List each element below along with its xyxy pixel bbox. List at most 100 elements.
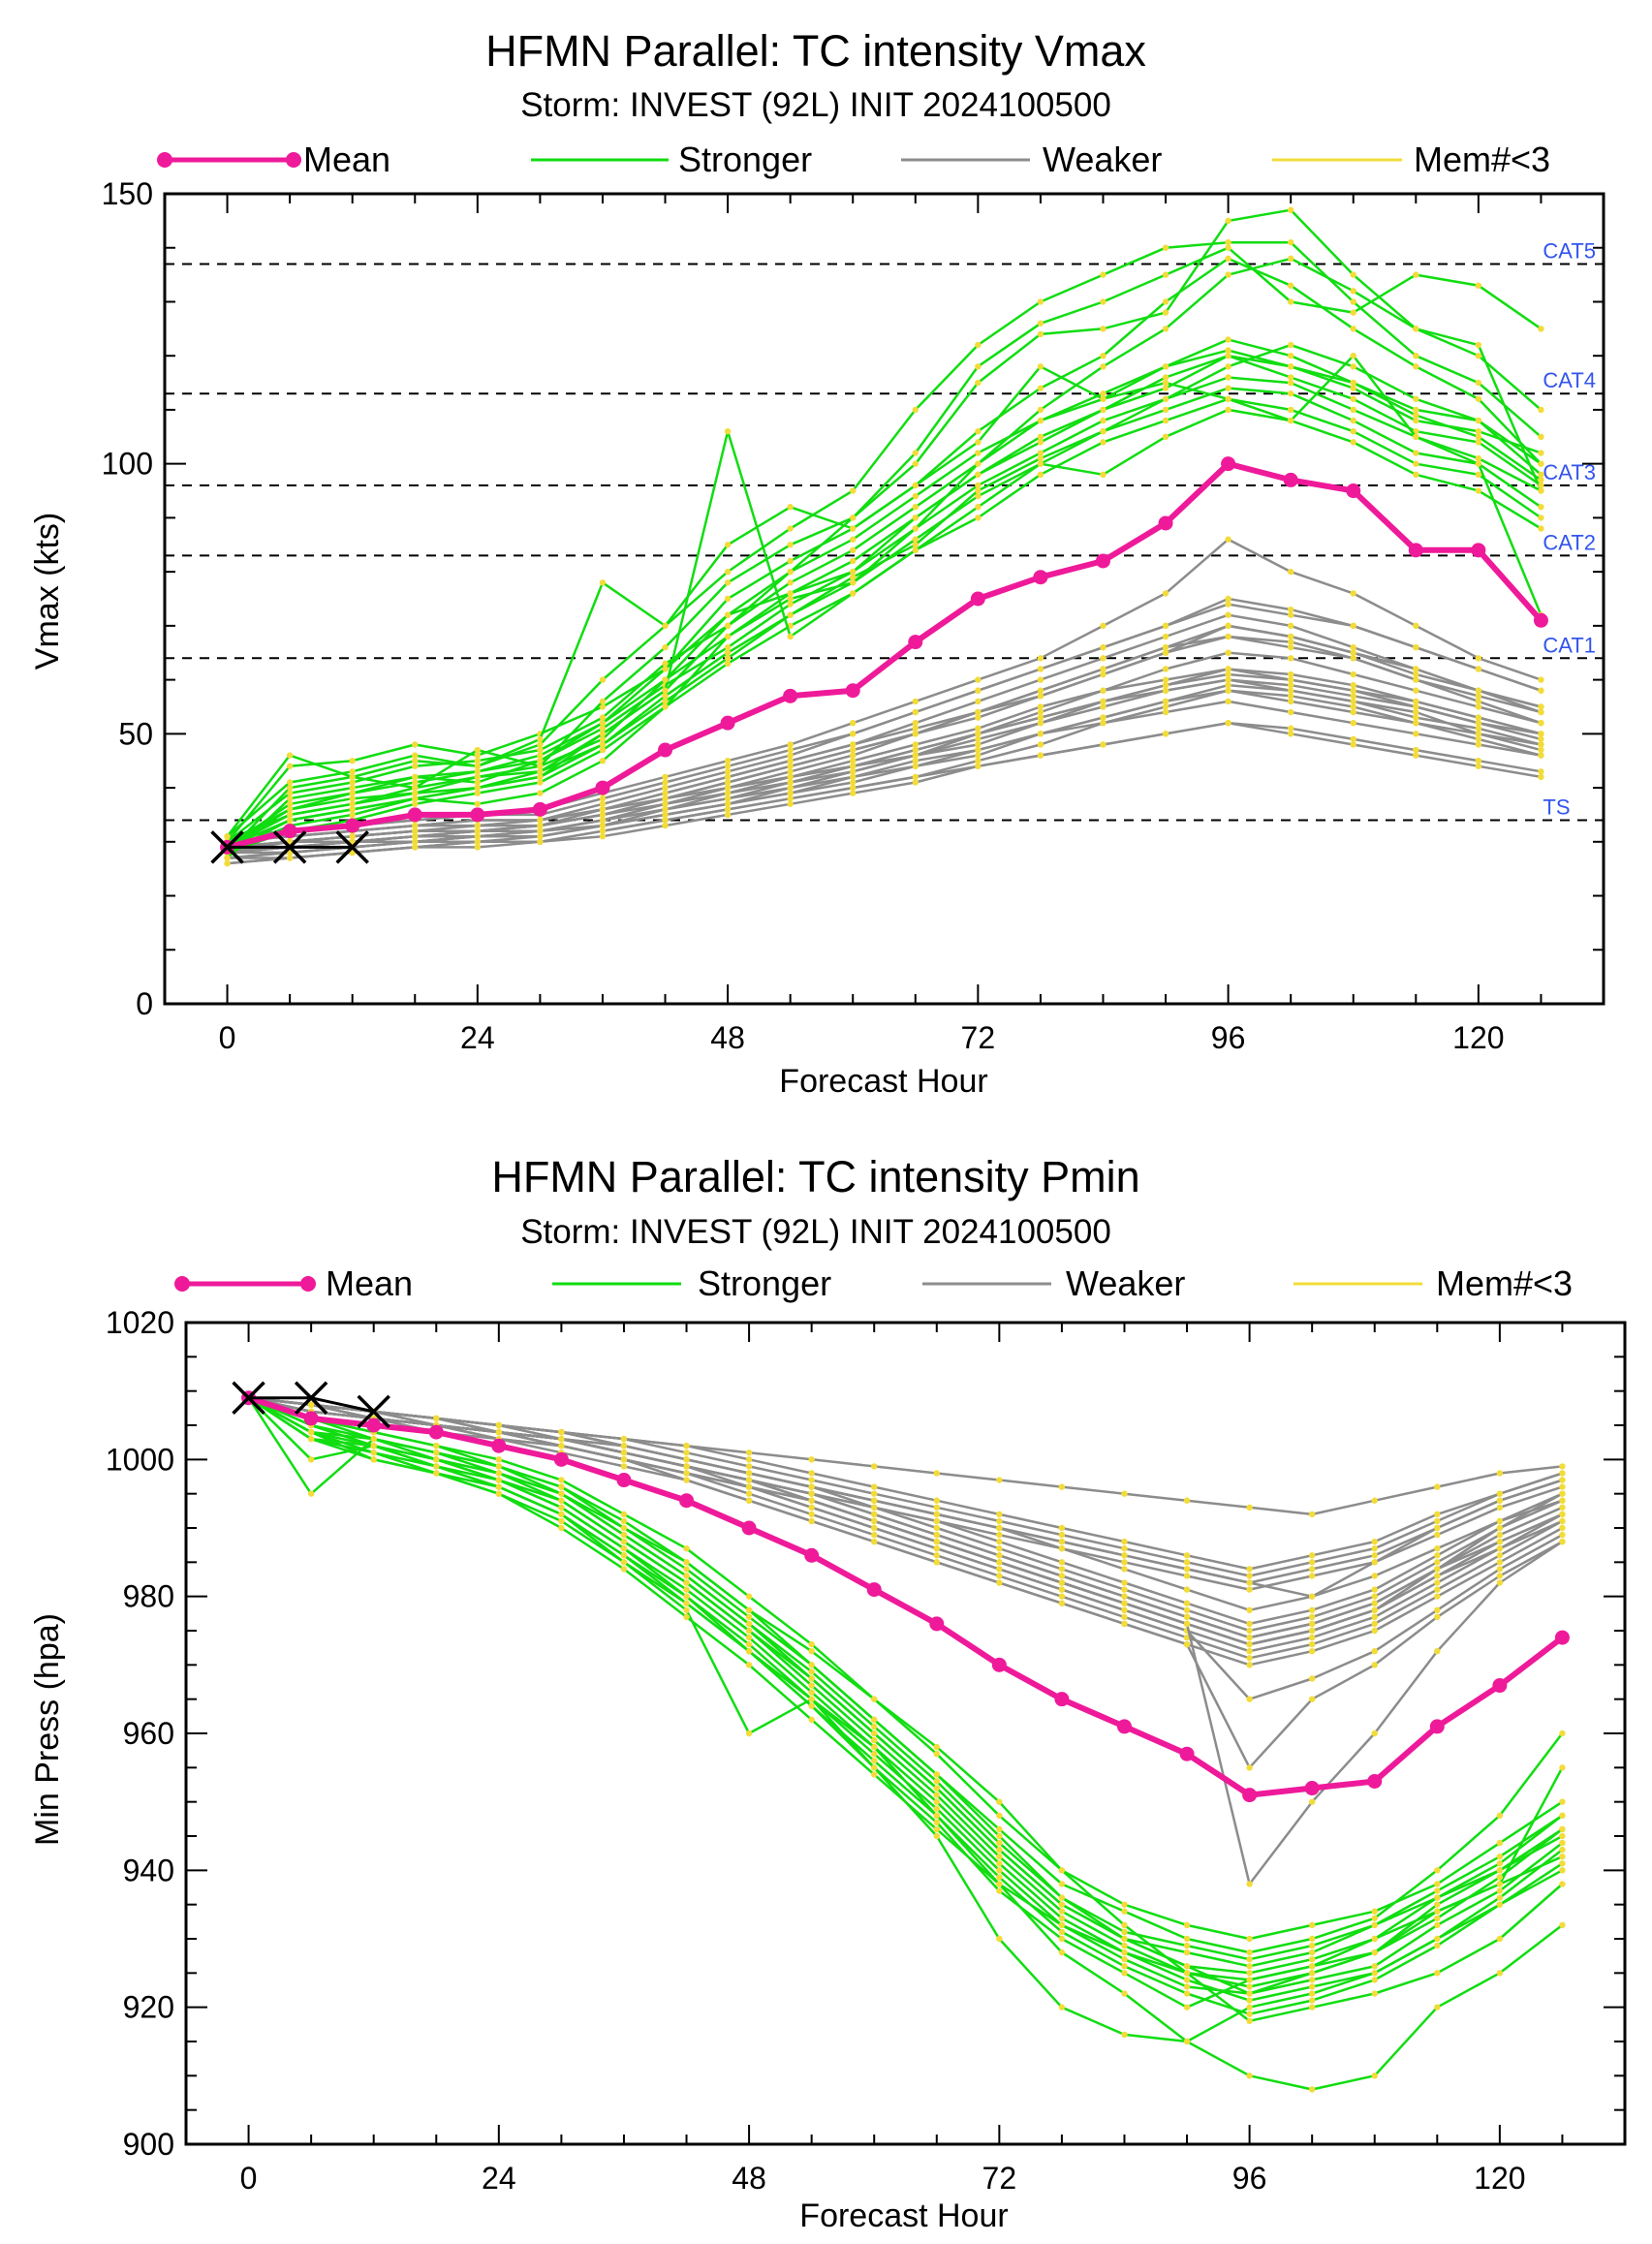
member-point — [1287, 206, 1294, 213]
member-point — [1246, 2017, 1253, 2024]
member-point — [1287, 341, 1294, 349]
mean-point — [1221, 456, 1236, 472]
member-point — [412, 800, 419, 807]
member-point — [1538, 746, 1544, 754]
member-point — [1434, 1524, 1441, 1532]
member-point — [1350, 363, 1356, 370]
member-point — [996, 1531, 1003, 1539]
member-point — [1162, 649, 1169, 656]
x-tick-label: 0 — [240, 2161, 258, 2196]
member-point — [975, 504, 982, 511]
member-point — [683, 1545, 690, 1552]
member-point — [1162, 687, 1169, 694]
member-point — [662, 790, 669, 796]
pmin-x-axis-label: Forecast Hour — [799, 2197, 1008, 2234]
member-point — [1037, 666, 1044, 672]
member-point — [1058, 1881, 1066, 1887]
member-point — [787, 542, 794, 548]
member-point — [912, 698, 919, 705]
member-point — [996, 1524, 1003, 1532]
member-point — [349, 800, 356, 807]
member-point — [1496, 1531, 1504, 1539]
member-point — [1183, 1948, 1191, 1956]
member-point — [662, 779, 669, 786]
member-point — [724, 649, 732, 656]
member-point — [662, 693, 669, 700]
member-point — [495, 1463, 503, 1470]
member-point — [1162, 590, 1169, 597]
member-point — [286, 817, 294, 824]
member-point — [1413, 670, 1419, 678]
member-point — [787, 611, 794, 618]
member-point — [1475, 395, 1482, 402]
member-point — [808, 1682, 815, 1689]
member-point — [1100, 741, 1107, 748]
member-point — [975, 514, 982, 521]
member-point — [996, 1881, 1003, 1887]
member-point — [871, 1730, 878, 1737]
member-point — [1559, 1517, 1566, 1525]
member-point — [1475, 703, 1482, 710]
member-point — [1538, 482, 1544, 489]
member-point — [1308, 1990, 1316, 1997]
member-point — [1559, 1497, 1566, 1504]
member-point — [787, 741, 794, 748]
member-point — [1037, 406, 1044, 414]
member-point — [1496, 1874, 1504, 1881]
member-point — [1162, 703, 1169, 710]
member-point — [1225, 633, 1231, 640]
member-point — [1058, 1915, 1066, 1922]
member-point — [1058, 1579, 1066, 1586]
member-point — [474, 746, 482, 754]
member-point — [871, 1758, 878, 1764]
member-point — [1100, 363, 1107, 370]
member-point — [370, 1443, 377, 1449]
member-point — [1475, 693, 1482, 700]
member-point — [933, 1771, 940, 1778]
member-point — [1559, 1483, 1566, 1490]
member-point — [850, 487, 857, 494]
member-point — [1225, 255, 1231, 263]
member-point — [1496, 1812, 1504, 1820]
member-point — [1225, 670, 1231, 678]
legend-mean-marker — [300, 1276, 316, 1292]
member-point — [1559, 1511, 1566, 1518]
member-point — [1100, 417, 1107, 424]
member-point — [558, 1517, 565, 1525]
member-point — [620, 1511, 628, 1518]
member-point — [349, 773, 356, 781]
member-point — [1434, 1517, 1441, 1525]
member-point — [1246, 1620, 1253, 1628]
member-point — [1121, 1990, 1128, 1997]
member-point — [1413, 676, 1419, 683]
member-point — [1225, 611, 1231, 618]
member-point — [683, 1559, 690, 1566]
member-point — [1434, 1942, 1441, 1949]
member-point — [912, 504, 919, 511]
member-point — [1225, 698, 1231, 705]
member-point — [1037, 752, 1044, 759]
member-point — [808, 1470, 815, 1477]
member-point — [850, 590, 857, 597]
member-point — [1183, 1935, 1191, 1943]
member-point — [537, 768, 544, 775]
member-point — [683, 1586, 690, 1593]
member-point — [1538, 773, 1544, 781]
member-point — [1475, 471, 1482, 479]
member-point — [975, 428, 982, 435]
member-point — [787, 763, 794, 769]
member-point — [1413, 412, 1419, 419]
vmax-y-axis-label: Vmax (kts) — [29, 513, 66, 670]
member-point — [1308, 1935, 1316, 1943]
member-point — [1246, 1606, 1253, 1614]
mean-point — [1054, 1692, 1070, 1707]
member-point — [871, 1517, 878, 1525]
observed-marker — [210, 830, 244, 864]
member-point — [620, 1463, 628, 1470]
member-point — [620, 1435, 628, 1443]
member-point — [850, 763, 857, 769]
member-point — [1371, 1915, 1378, 1922]
member-point — [1413, 643, 1419, 651]
member-point — [745, 1497, 753, 1504]
member-point — [933, 1517, 940, 1525]
